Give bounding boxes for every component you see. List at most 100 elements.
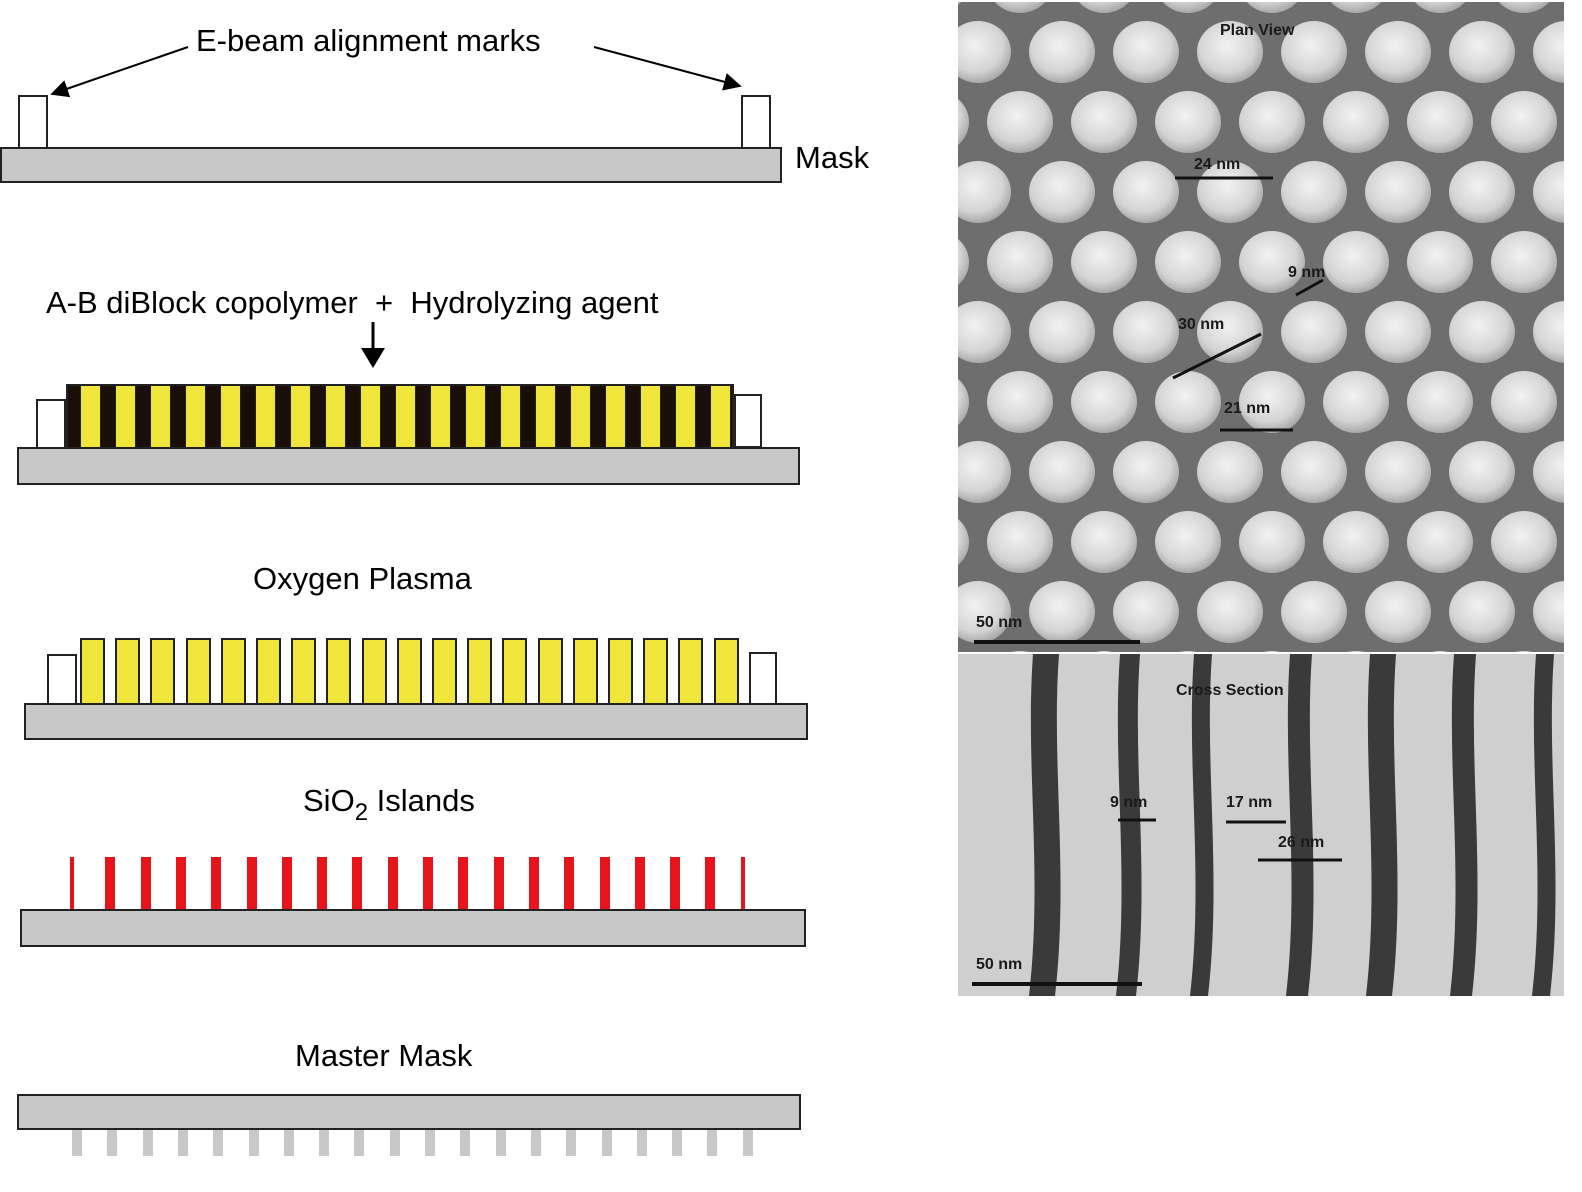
pore (1365, 161, 1431, 223)
pore (1498, 2, 1550, 13)
pore (958, 238, 969, 286)
block-a-stripe (570, 386, 591, 447)
pore (958, 518, 969, 566)
plan-label-30nm: 30 nm (1178, 316, 1225, 333)
cross-section-title: Cross Section (1176, 682, 1284, 699)
block-a-stripe (220, 386, 241, 447)
pore (1155, 91, 1221, 153)
pore (1449, 441, 1515, 503)
pore (1407, 511, 1473, 573)
master-mask-pin (142, 1130, 153, 1156)
alignment-mark-left (18, 95, 48, 149)
master-mask-pin (672, 1130, 683, 1156)
cross-section-band (1190, 654, 1214, 996)
master-mask-pin (460, 1130, 471, 1156)
pore (958, 378, 969, 426)
master-mask-pin (530, 1130, 541, 1156)
pore (1449, 161, 1515, 223)
sio2-island (317, 857, 328, 910)
pore (1533, 161, 1564, 223)
master-mask-pin (283, 1130, 294, 1156)
pore (1407, 91, 1473, 153)
pore (1078, 2, 1130, 13)
pore (1155, 231, 1221, 293)
pore (1029, 301, 1095, 363)
block-a-stripe (255, 386, 276, 447)
plasma-block (643, 638, 669, 705)
pore (1281, 441, 1347, 503)
pore (987, 91, 1053, 153)
copolymer-layer (66, 384, 734, 449)
pore (1113, 21, 1179, 83)
micrograph-cross-section: Cross Section 9 nm 17 nm 26 nm 50 nm (958, 654, 1564, 996)
pore (1281, 581, 1347, 643)
master-mask-plate (17, 1094, 801, 1130)
sio2-island (140, 857, 151, 910)
pore (1323, 91, 1389, 153)
plasma-block (608, 638, 633, 705)
plasma-block (432, 638, 457, 705)
sio2-island (281, 857, 292, 910)
plan-view-title: Plan View (1220, 22, 1295, 39)
cross-section-band (1286, 654, 1314, 996)
plan-label-24nm: 24 nm (1194, 156, 1241, 173)
cross-scale-label: 50 nm (976, 956, 1023, 973)
cross-section-band (1532, 654, 1556, 996)
mask-substrate (0, 147, 782, 183)
master-mask-pin (248, 1130, 259, 1156)
pore (1281, 301, 1347, 363)
pore (1431, 651, 1449, 652)
pore (1491, 231, 1557, 293)
pore (1515, 651, 1533, 652)
sio2-island (740, 857, 745, 910)
pore (1197, 441, 1263, 503)
label-sio2-rest: Islands (368, 783, 475, 818)
pore (1414, 2, 1466, 13)
micrograph-plan-view: Plan View 24 nm 9 nm 30 nm 21 nm 50 nm (958, 2, 1564, 652)
cross-label-17nm: 17 nm (1226, 794, 1273, 811)
plasma-block (326, 638, 352, 705)
sio2-island (670, 857, 681, 910)
copolymer-substrate (17, 447, 800, 485)
pore (1011, 651, 1029, 652)
pore (1491, 91, 1557, 153)
plan-label-21nm: 21 nm (1224, 400, 1271, 417)
alignment-mark-right-3 (749, 652, 777, 706)
alignment-mark-right (741, 95, 771, 149)
pore (1449, 301, 1515, 363)
master-mask-pin (707, 1130, 718, 1156)
pore (1113, 161, 1179, 223)
master-mask-pin (107, 1130, 118, 1156)
pore (1246, 2, 1298, 13)
pore (1281, 21, 1347, 83)
pore (1407, 371, 1473, 433)
plasma-block (220, 638, 246, 705)
pore (987, 371, 1053, 433)
block-a-stripe (500, 386, 521, 447)
pore (1029, 441, 1095, 503)
pore (987, 231, 1053, 293)
pore (987, 511, 1053, 573)
pore (1155, 511, 1221, 573)
pore (1197, 21, 1263, 83)
plasma-block (713, 638, 739, 705)
pore (958, 98, 969, 146)
cross-section-band (1116, 654, 1142, 996)
pore (1281, 161, 1347, 223)
sio2-island (634, 857, 645, 910)
plasma-block (502, 638, 528, 705)
sio2-island (211, 857, 222, 910)
sio2-island (352, 857, 363, 910)
pore (1365, 581, 1431, 643)
plasma-block (467, 638, 493, 705)
pore (1533, 581, 1564, 643)
master-mask-pin (636, 1130, 647, 1156)
pore (1239, 231, 1305, 293)
pore (1071, 511, 1137, 573)
pore (958, 581, 1011, 643)
sio2-island (458, 857, 469, 910)
pore (1029, 161, 1095, 223)
plasma-block (185, 638, 211, 705)
pore (958, 21, 1011, 83)
sio2-island (387, 857, 398, 910)
